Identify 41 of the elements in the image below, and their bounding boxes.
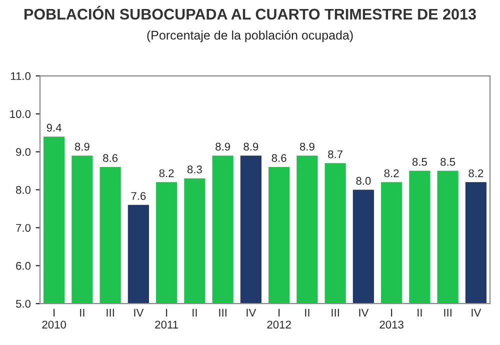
- y-tick-label: 7.0: [16, 224, 31, 232]
- x-tick-label: I 2013: [380, 308, 404, 329]
- data-label: 8.6: [103, 154, 118, 162]
- x-tick-label: III: [219, 308, 226, 317]
- data-label: 8.7: [328, 150, 342, 158]
- x-tick-label: II: [192, 308, 197, 317]
- x-tick-label: II: [80, 308, 84, 317]
- data-label: 8.2: [384, 169, 399, 178]
- x-tick-label: II: [305, 308, 310, 317]
- y-tick-label: 10.0: [10, 110, 31, 118]
- data-label: 8.9: [74, 142, 90, 151]
- data-label: 8.0: [356, 176, 371, 185]
- y-tick-label: 5.0: [16, 300, 31, 308]
- data-label: 8.9: [300, 142, 314, 151]
- data-label: 7.6: [131, 192, 146, 200]
- x-tick-label: III: [444, 308, 452, 317]
- data-label: 8.2: [468, 169, 484, 178]
- x-tick-label: III: [106, 308, 114, 317]
- data-label: 8.9: [244, 142, 258, 151]
- chart-subtitle: (Porcentaje de la población ocupada): [147, 30, 353, 42]
- data-label: 9.4: [46, 124, 62, 132]
- x-tick-label: IV: [359, 308, 369, 317]
- chart-title: POBLACIÓN SUBOCUPADA AL CUARTO TRIMESTRE DE 2013: [24, 6, 476, 20]
- y-tick-label: 11.0: [11, 72, 31, 80]
- x-tick-label: III: [332, 308, 339, 317]
- data-label: 8.6: [272, 154, 286, 162]
- data-label: 8.5: [412, 158, 427, 166]
- data-label: 8.5: [440, 158, 456, 166]
- y-tick-label: 8.0: [16, 186, 31, 194]
- x-tick-label: I 2010: [42, 308, 66, 329]
- x-tick-label: I 2011: [155, 308, 178, 329]
- data-label: 8.9: [216, 142, 230, 151]
- x-tick-label: IV: [134, 308, 144, 317]
- data-label: 8.2: [159, 169, 174, 178]
- x-tick-label: IV: [472, 308, 482, 317]
- x-tick-label: I 2012: [267, 308, 291, 329]
- x-tick-label: II: [418, 308, 422, 317]
- y-tick-label: 6.0: [16, 262, 31, 270]
- y-tick-label: 9.0: [16, 148, 31, 156]
- x-tick-label: IV: [246, 308, 256, 317]
- data-label: 8.3: [187, 166, 202, 174]
